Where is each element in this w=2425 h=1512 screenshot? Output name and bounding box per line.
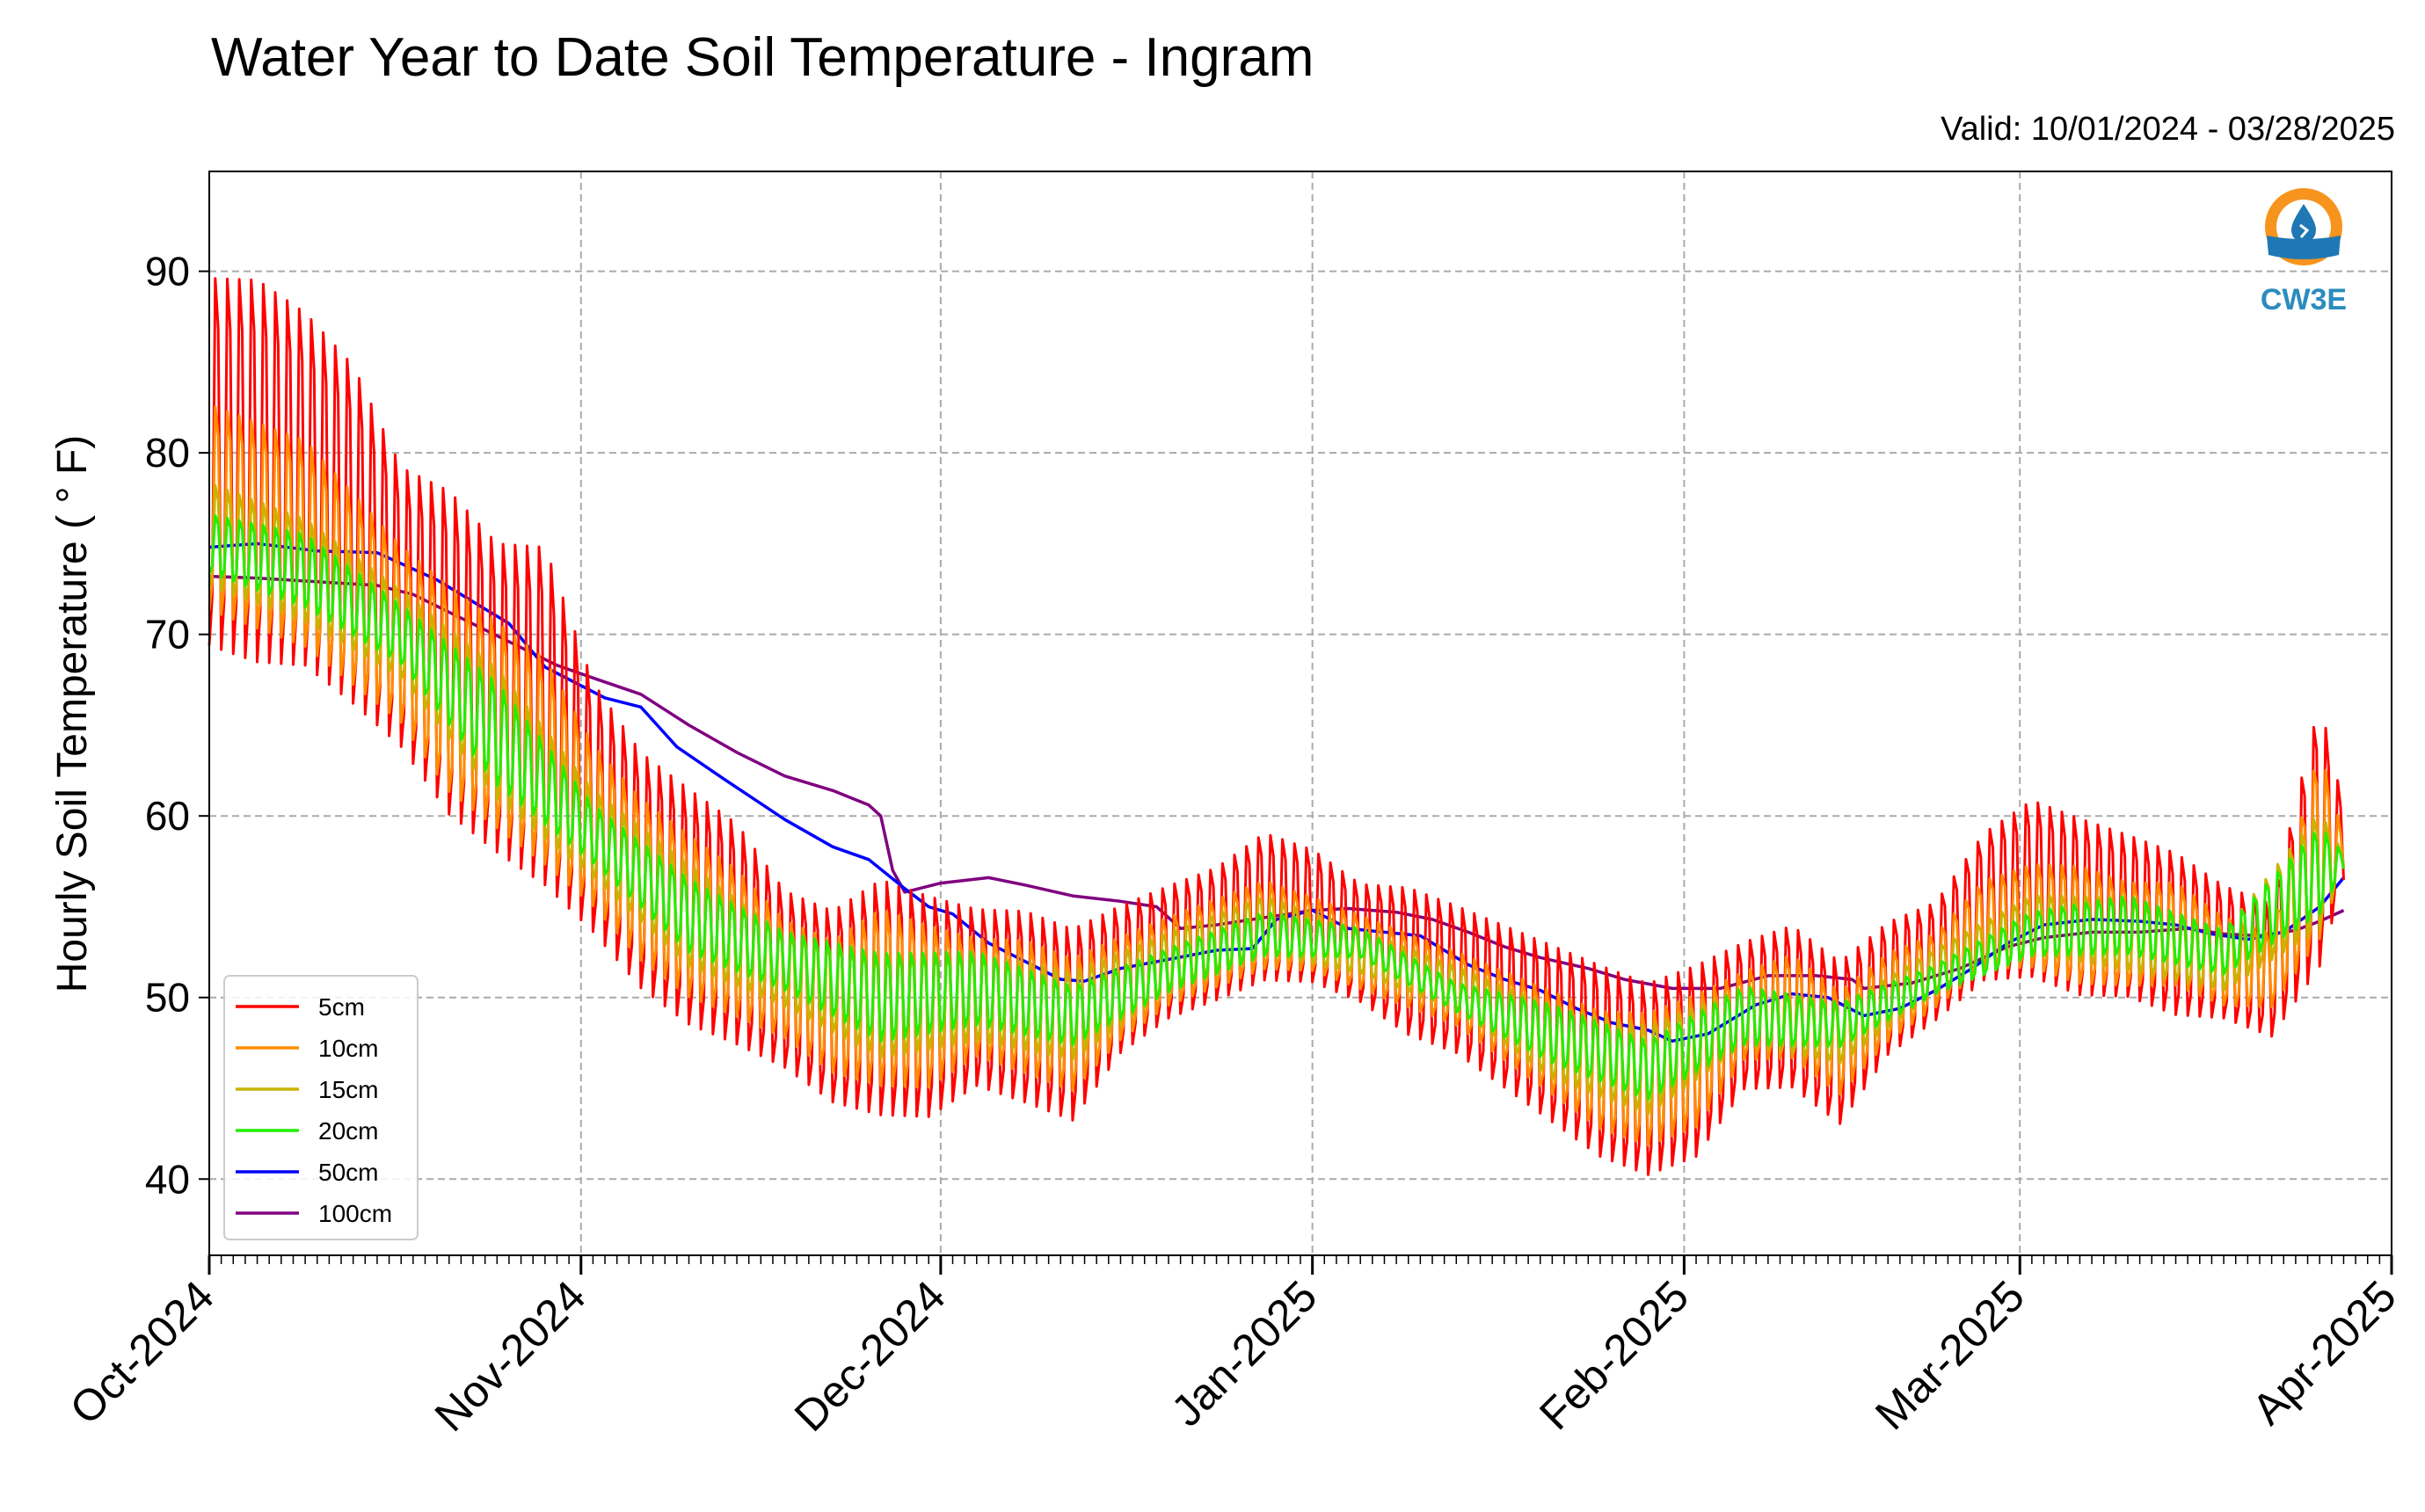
legend-label-100cm: 100cm [318, 1200, 392, 1227]
valid-date-range: Valid: 10/01/2024 - 03/28/2025 [1941, 111, 2395, 148]
x-tick-label: Oct-2024 [61, 1271, 223, 1434]
y-axis-label: Hourly Soil Temperature ( ° F) [49, 435, 96, 993]
legend-label-50cm: 50cm [318, 1159, 378, 1186]
x-axis: Oct-2024 Nov-2024 Dec-2024 Jan-2025 Feb-2025… [61, 1255, 2406, 1441]
logo-text: CW3E [2261, 283, 2347, 316]
series-line-100cm [208, 574, 2345, 991]
legend-box [223, 975, 419, 1240]
water-drop-icon [2291, 204, 2316, 243]
y-tick-label: 80 [145, 430, 190, 476]
y-tick-label: 50 [145, 975, 190, 1021]
legend-label-15cm: 15cm [318, 1076, 378, 1103]
y-axis: 40 50 60 70 80 90 [145, 249, 209, 1202]
y-tick-label: 70 [145, 612, 190, 658]
legend-label-10cm: 10cm [318, 1035, 378, 1062]
legend: 5cm 10cm 15cm 20cm 50cm 100cm [223, 975, 419, 1240]
series-line-20cm [208, 513, 2345, 1101]
y-tick-label: 40 [145, 1156, 190, 1202]
legend-label-5cm: 5cm [318, 993, 365, 1021]
x-tick-label: Dec-2024 [785, 1271, 955, 1441]
x-tick-label: Apr-2025 [2243, 1271, 2406, 1434]
cw3e-logo: CW3E [2261, 188, 2347, 316]
x-tick-label: Mar-2025 [1866, 1271, 2034, 1439]
x-tick-label: Feb-2025 [1530, 1271, 1698, 1439]
chart-title: Water Year to Date Soil Temperature - In… [211, 27, 1314, 88]
legend-label-20cm: 20cm [318, 1117, 378, 1145]
y-tick-label: 90 [145, 249, 190, 294]
x-tick-label: Jan-2025 [1162, 1271, 1326, 1436]
series-layer [208, 277, 2345, 1176]
series-line-10cm [208, 405, 2345, 1147]
y-tick-label: 60 [145, 793, 190, 839]
x-tick-label: Nov-2024 [426, 1271, 595, 1441]
cw3e-logo-wave-icon [2267, 236, 2341, 259]
